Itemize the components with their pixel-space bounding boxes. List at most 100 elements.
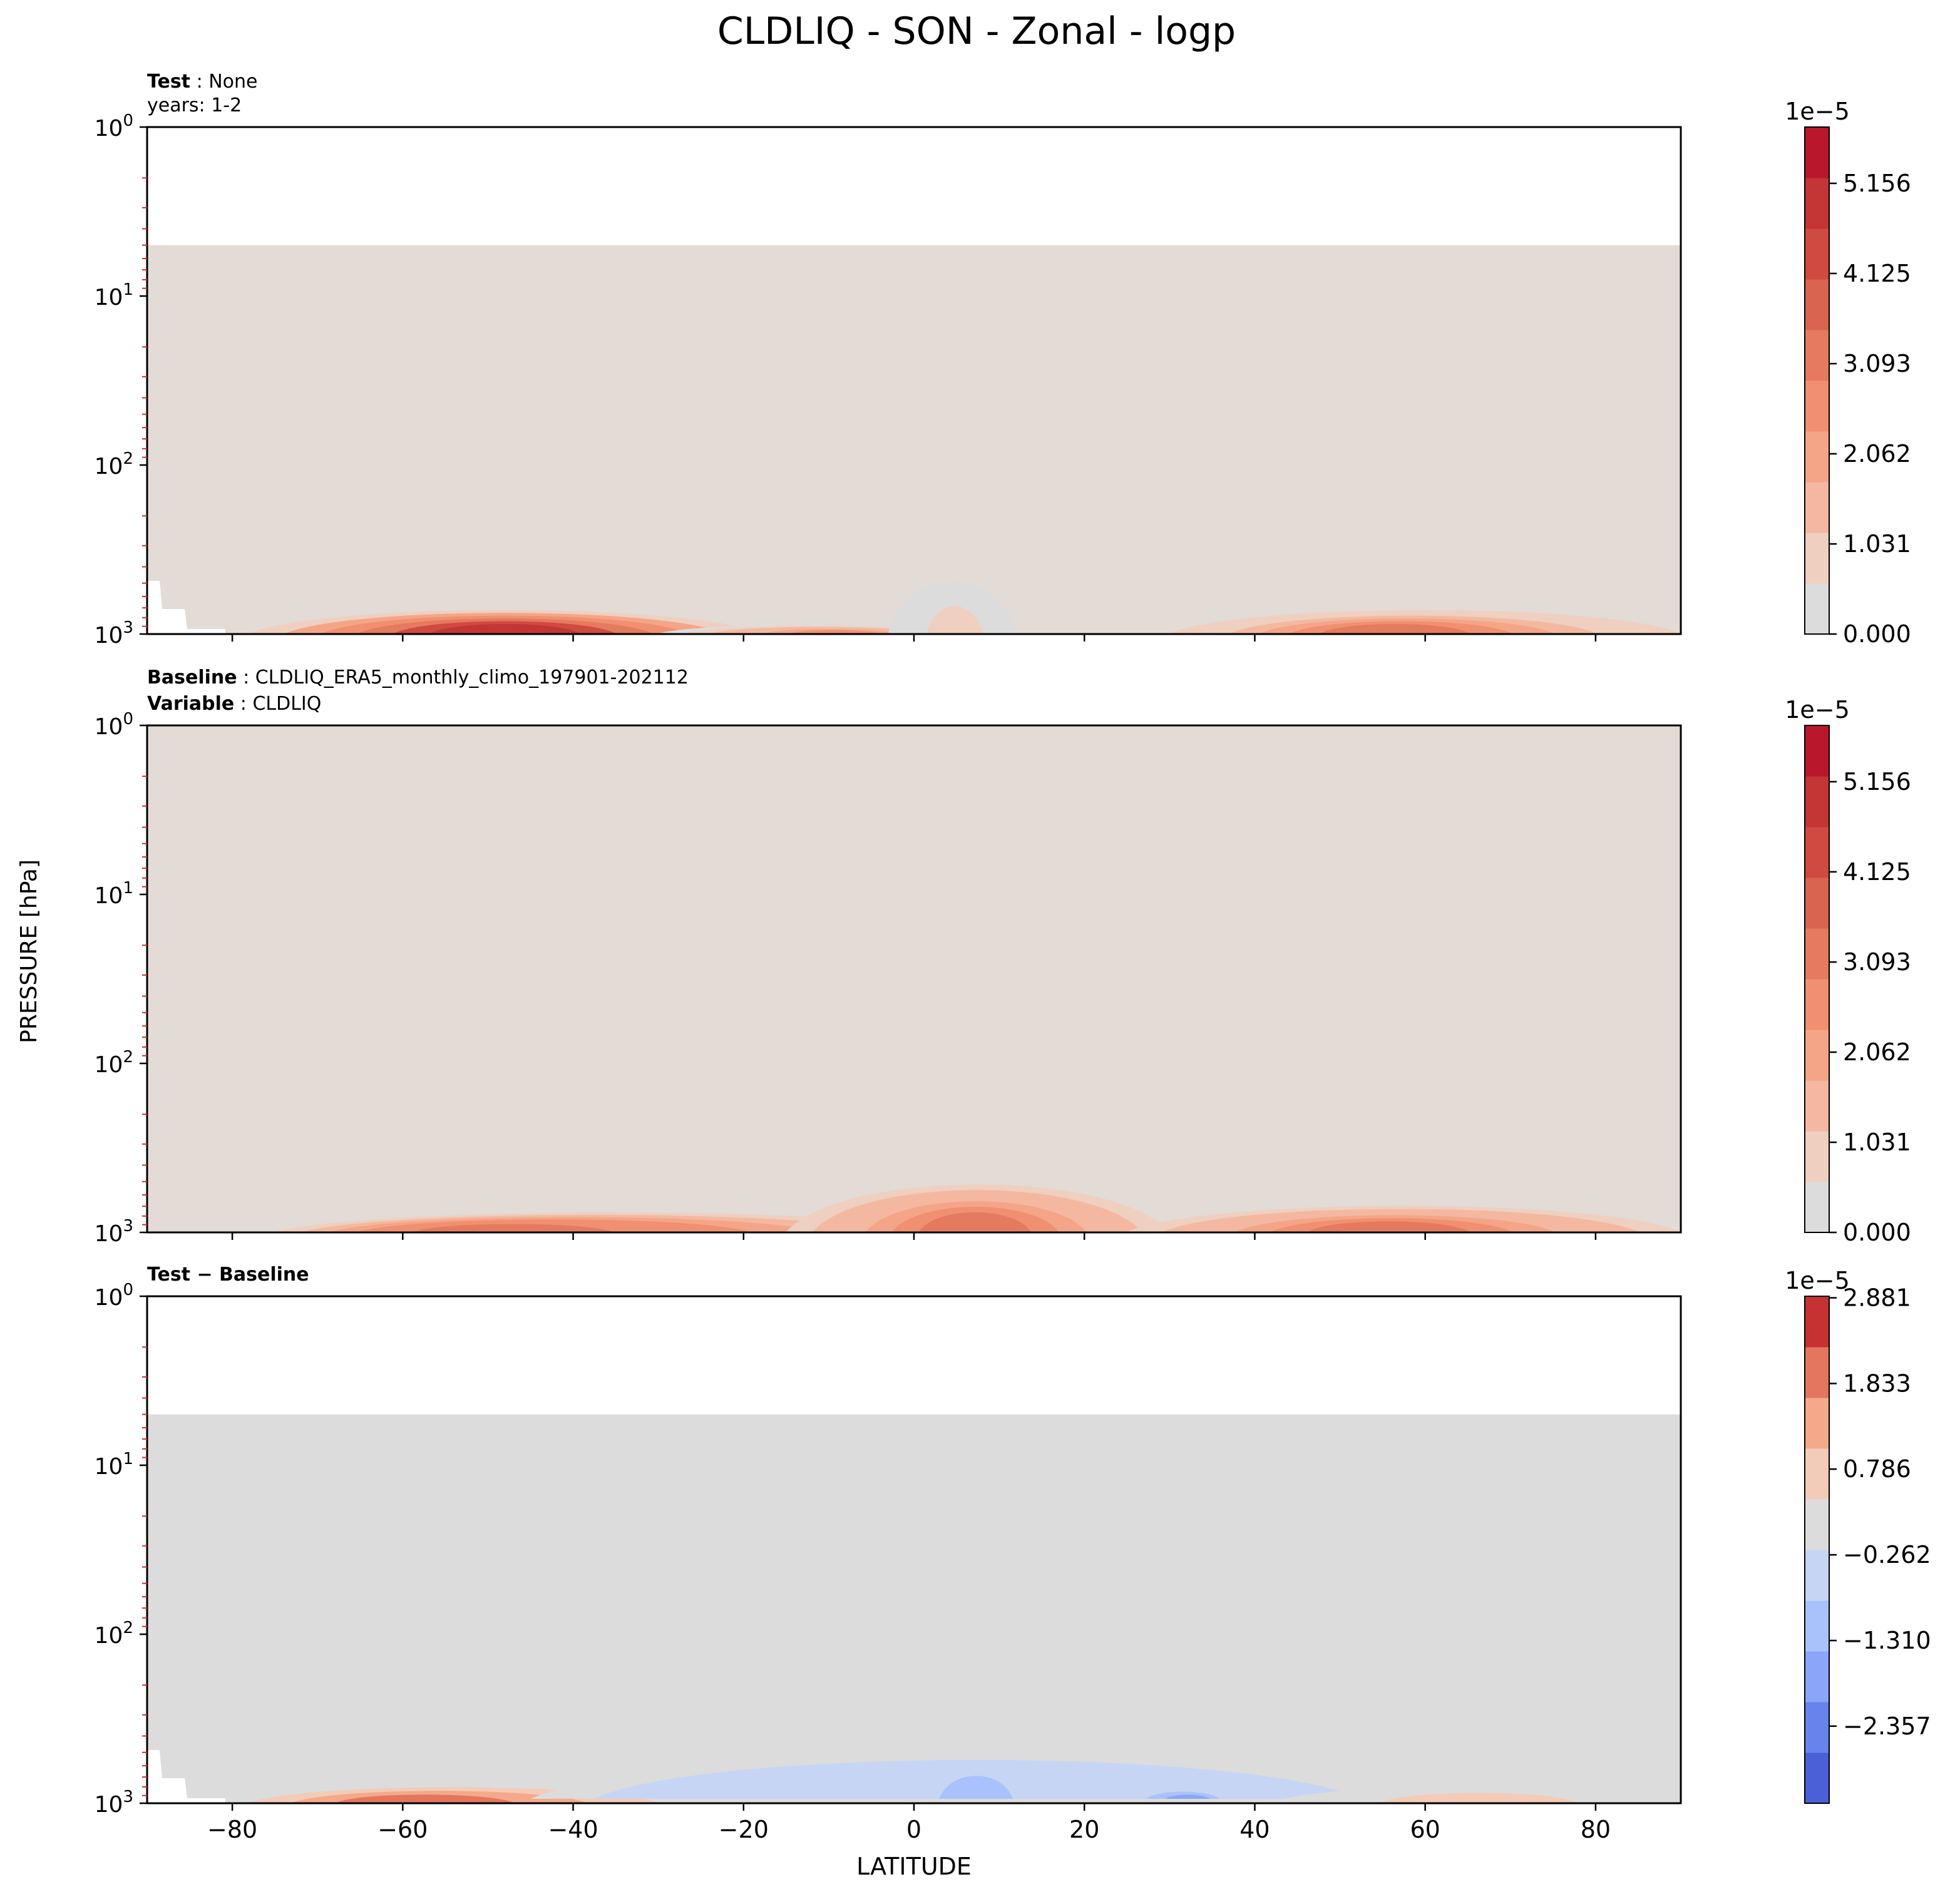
y-tick-label: 100 bbox=[95, 1281, 133, 1311]
colorbar-tick-label: 2.062 bbox=[1843, 1038, 1911, 1066]
colorbar-segment bbox=[1805, 1550, 1829, 1601]
field-background bbox=[147, 725, 1681, 1232]
colorbar-tick-label: 2.881 bbox=[1843, 1284, 1911, 1311]
colorbar-segment bbox=[1805, 330, 1829, 381]
colorbar-frame bbox=[1804, 126, 1830, 635]
x-tick-label: −60 bbox=[377, 1816, 428, 1843]
colorbar-segment bbox=[1805, 1448, 1829, 1500]
y-tick-label: 102 bbox=[95, 449, 133, 479]
colorbar-frame bbox=[1804, 1296, 1830, 1804]
y-tick-base: 10 bbox=[95, 116, 123, 141]
contour-field bbox=[147, 245, 1681, 634]
colorbar-multiplier: 1e−5 bbox=[1785, 1267, 1850, 1294]
colorbar-multiplier: 1e−5 bbox=[1785, 98, 1850, 125]
y-tick-base: 10 bbox=[95, 454, 123, 479]
colorbar-tick-label: −2.357 bbox=[1843, 1712, 1931, 1740]
colorbar-tick-label: 3.093 bbox=[1843, 948, 1911, 976]
panel-header-value: CLDLIQ_ERA5_monthly_climo_197901-202112 bbox=[255, 667, 689, 688]
contour-level bbox=[791, 630, 878, 633]
x-tick-label: −80 bbox=[207, 1816, 257, 1843]
y-tick-exponent: 0 bbox=[123, 111, 133, 130]
y-tick-base: 10 bbox=[95, 714, 123, 740]
colorbar: 1e−52.881 1.833 0.786 −0.262 −1.310 −2.357 bbox=[1785, 1267, 1931, 1804]
colorbar-segment bbox=[1805, 1030, 1829, 1081]
panel-header-key: Test − Baseline bbox=[147, 1264, 309, 1286]
y-tick-label: 102 bbox=[95, 1619, 133, 1649]
colorbar-multiplier: 1e−5 bbox=[1785, 696, 1850, 724]
field-background bbox=[147, 1414, 1681, 1803]
contour-field bbox=[147, 1414, 1681, 1803]
y-tick-base: 10 bbox=[95, 1052, 123, 1078]
y-tick-exponent: 0 bbox=[123, 1281, 133, 1299]
colorbar-tick-label: 1.833 bbox=[1843, 1369, 1911, 1397]
panel-header-separator: : bbox=[237, 667, 255, 688]
colorbar-segment bbox=[1805, 381, 1829, 432]
y-tick-label: 100 bbox=[95, 111, 133, 141]
panel-header-line: years: 1-2 bbox=[147, 95, 242, 116]
colorbar-tick-label: 0.786 bbox=[1843, 1455, 1911, 1483]
y-tick-label: 101 bbox=[95, 879, 133, 909]
colorbar-segment bbox=[1805, 928, 1829, 980]
colorbar-segment bbox=[1805, 1182, 1829, 1233]
contour-level bbox=[956, 1785, 994, 1799]
colorbar-segment bbox=[1805, 1080, 1829, 1132]
y-tick-label: 102 bbox=[95, 1048, 133, 1078]
y-tick-base: 10 bbox=[95, 1221, 123, 1247]
colorbar-segment bbox=[1805, 482, 1829, 533]
panel-header-line: Baseline : CLDLIQ_ERA5_monthly_climo_197… bbox=[147, 667, 689, 688]
colorbar-tick-label: 4.125 bbox=[1843, 260, 1911, 287]
colorbar-segment bbox=[1805, 725, 1829, 777]
contour-level bbox=[413, 1224, 613, 1232]
y-tick-base: 10 bbox=[95, 1623, 123, 1649]
colorbar-tick-label: 0.000 bbox=[1843, 620, 1911, 648]
y-tick-exponent: 3 bbox=[123, 618, 133, 637]
colorbar-segment bbox=[1805, 279, 1829, 330]
contour-level bbox=[1452, 1796, 1552, 1803]
panel-header-value: None bbox=[208, 71, 257, 93]
y-tick-base: 10 bbox=[95, 883, 123, 909]
colorbar-segment bbox=[1805, 979, 1829, 1030]
y-tick-base: 10 bbox=[95, 1792, 123, 1818]
contour-level bbox=[357, 1796, 478, 1803]
x-tick-label: 40 bbox=[1239, 1816, 1270, 1843]
y-tick-exponent: 1 bbox=[123, 1450, 133, 1468]
colorbar-segment bbox=[1805, 827, 1829, 878]
colorbar-tick-label: 5.156 bbox=[1843, 768, 1911, 796]
topography-mask bbox=[147, 1750, 225, 1803]
colorbar-segment bbox=[1805, 878, 1829, 929]
x-axis-label: LATITUDE bbox=[856, 1853, 972, 1880]
colorbar-tick-label: 5.156 bbox=[1843, 170, 1911, 197]
colorbar: 1e−5 0.000 1.031 2.062 3.093 4.125 5.156 bbox=[1785, 98, 1911, 648]
panel-header-line: Variable : CLDLIQ bbox=[147, 693, 321, 715]
panel-header-key: Test bbox=[147, 71, 190, 93]
colorbar-frame bbox=[1804, 725, 1830, 1233]
colorbar-segment bbox=[1805, 776, 1829, 827]
y-tick-base: 10 bbox=[95, 1285, 123, 1311]
y-axis-label: PRESSURE [hPa] bbox=[16, 859, 42, 1043]
panel-header-value: years: 1-2 bbox=[147, 95, 242, 116]
colorbar-tick-label: 4.125 bbox=[1843, 858, 1911, 886]
panel-header-separator: : bbox=[234, 693, 252, 715]
x-tick-label: 0 bbox=[906, 1816, 921, 1843]
y-tick-exponent: 3 bbox=[123, 1217, 133, 1236]
colorbar-tick-label: 1.031 bbox=[1843, 530, 1911, 558]
colorbar-segment bbox=[1805, 228, 1829, 280]
panel-header-line: Test : None bbox=[147, 71, 258, 93]
y-tick-exponent: 0 bbox=[123, 710, 133, 729]
panel-header-key: Variable bbox=[147, 693, 234, 715]
colorbar-segment bbox=[1805, 1499, 1829, 1550]
colorbar-tick-label: 0.000 bbox=[1843, 1219, 1911, 1246]
y-tick-base: 10 bbox=[95, 285, 123, 310]
colorbar-segment bbox=[1805, 1131, 1829, 1182]
colorbar-tick-label: −1.310 bbox=[1843, 1627, 1931, 1654]
contour-level bbox=[1320, 623, 1470, 633]
colorbar-segment bbox=[1805, 583, 1829, 635]
colorbar-segment bbox=[1805, 431, 1829, 483]
x-tick-label: 20 bbox=[1069, 1816, 1099, 1843]
colorbar-tick-label: 3.093 bbox=[1843, 350, 1911, 377]
colorbar-segment bbox=[1805, 1296, 1829, 1348]
panel-header-separator: : bbox=[190, 71, 208, 93]
